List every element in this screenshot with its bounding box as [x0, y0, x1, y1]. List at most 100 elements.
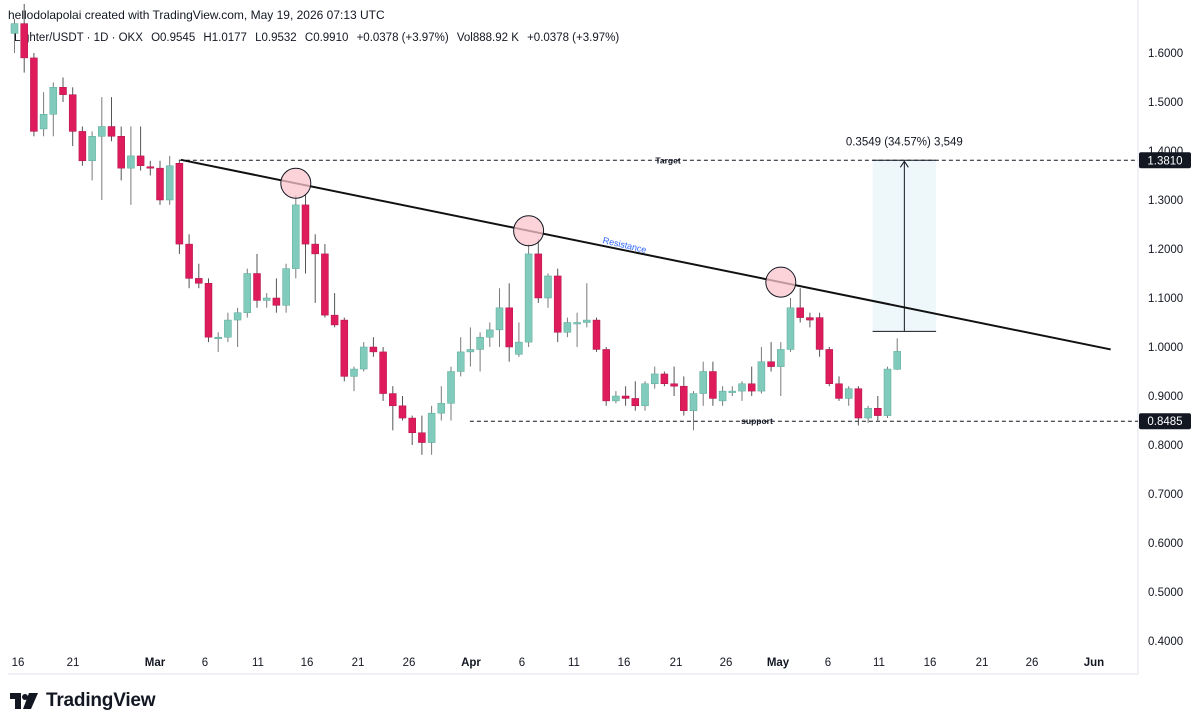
candle-up[interactable] [524, 253, 533, 343]
candle-up[interactable] [88, 136, 96, 162]
candle-up[interactable] [10, 23, 19, 34]
trendline-touch-marker[interactable] [280, 167, 312, 199]
candle-up[interactable] [437, 403, 446, 414]
symbol-label[interactable]: Lighter/USDT · 1D · OKX [14, 32, 143, 44]
candle-up[interactable] [486, 329, 494, 338]
candle-down[interactable] [796, 307, 804, 318]
candle-up[interactable] [233, 312, 242, 321]
candle-down[interactable] [68, 94, 77, 132]
candle-up[interactable] [214, 336, 222, 339]
candle-down[interactable] [59, 87, 67, 95]
candle-down[interactable] [670, 383, 678, 387]
candle-down[interactable] [418, 432, 426, 443]
candle-down[interactable] [505, 307, 513, 348]
candle-up[interactable] [718, 390, 727, 402]
candle-up[interactable] [612, 395, 620, 402]
candle-down[interactable] [30, 57, 38, 132]
candle-down[interactable] [272, 297, 281, 306]
candle-down[interactable] [602, 349, 610, 402]
candle-up[interactable] [883, 368, 892, 416]
candle-down[interactable] [253, 273, 261, 301]
candle-up[interactable] [456, 351, 465, 372]
candle-down[interactable] [767, 361, 775, 367]
candle-down[interactable] [592, 319, 601, 350]
candle-up[interactable] [292, 204, 300, 269]
candle-down[interactable] [175, 163, 184, 245]
candle-up[interactable] [224, 319, 232, 338]
candle-up[interactable] [738, 383, 746, 392]
candle-down[interactable] [709, 371, 717, 399]
candle-down[interactable] [117, 136, 125, 169]
candle-down[interactable] [874, 408, 882, 416]
candle-down[interactable] [621, 395, 630, 399]
candle-up[interactable] [466, 349, 475, 353]
candle-up[interactable] [689, 393, 698, 411]
candle-up[interactable] [650, 373, 659, 385]
price-tick-label: 0.9000 [1148, 391, 1183, 403]
candle-down[interactable] [398, 405, 407, 419]
candle-up[interactable] [350, 368, 358, 377]
candle-up[interactable] [127, 155, 135, 169]
candle-down[interactable] [311, 243, 319, 255]
candle-down[interactable] [185, 243, 193, 279]
candle-down[interactable] [204, 283, 213, 338]
candle-down[interactable] [815, 317, 824, 350]
candle-down[interactable] [747, 383, 756, 392]
tradingview-brand[interactable]: TradingView [10, 690, 156, 712]
candle-down[interactable] [107, 126, 116, 137]
candle-up[interactable] [728, 390, 737, 393]
candle-up[interactable] [49, 87, 58, 115]
candle-up[interactable] [262, 297, 271, 301]
candle-down[interactable] [136, 155, 145, 166]
candle-up[interactable] [641, 383, 649, 407]
candle-up[interactable] [563, 322, 572, 333]
trendline-touch-marker[interactable] [765, 266, 797, 298]
candle-down[interactable] [195, 278, 203, 284]
candle-down[interactable] [553, 275, 562, 333]
candle-up[interactable] [98, 126, 106, 137]
candle-down[interactable] [321, 253, 329, 316]
candle-down[interactable] [680, 385, 688, 411]
candle-down[interactable] [146, 166, 155, 169]
candle-up[interactable] [893, 351, 901, 370]
candle-up[interactable] [359, 346, 368, 370]
candle-up[interactable] [777, 349, 785, 367]
candle-up[interactable] [583, 319, 591, 323]
candle-up[interactable] [786, 307, 795, 350]
candle-down[interactable] [660, 373, 669, 385]
candle-up[interactable] [447, 371, 455, 404]
candle-down[interactable] [78, 131, 87, 162]
candle-up[interactable] [476, 336, 484, 350]
candle-down[interactable] [369, 346, 378, 353]
candle-up[interactable] [573, 322, 581, 325]
candle-up[interactable] [544, 275, 552, 299]
candle-down[interactable] [806, 317, 814, 321]
candle-up[interactable] [165, 165, 174, 201]
candle-up[interactable] [864, 408, 872, 419]
candle-up[interactable] [243, 273, 252, 313]
resistance-trendline[interactable] [180, 158, 1111, 351]
candle-down[interactable] [340, 319, 349, 377]
candle-down[interactable] [156, 167, 164, 201]
candle-down[interactable] [835, 383, 843, 399]
candle-down[interactable] [330, 314, 339, 326]
candle-down[interactable] [389, 393, 397, 407]
candle-down[interactable] [825, 349, 834, 385]
candle-up[interactable] [515, 341, 523, 355]
candle-down[interactable] [408, 417, 416, 433]
trendline-touch-marker[interactable] [513, 215, 545, 247]
candle-down[interactable] [20, 23, 28, 59]
candle-up[interactable] [39, 114, 48, 130]
candle-up[interactable] [495, 307, 504, 331]
candle-up[interactable] [427, 412, 436, 443]
candle-up[interactable] [282, 268, 290, 306]
candle-down[interactable] [301, 204, 310, 245]
candle-down[interactable] [534, 253, 543, 299]
candle-up[interactable] [699, 371, 707, 394]
candle-down[interactable] [379, 351, 387, 394]
candle-down[interactable] [854, 388, 863, 419]
candle-up[interactable] [757, 361, 766, 392]
candle-up[interactable] [844, 388, 853, 399]
candle-down[interactable] [631, 398, 640, 407]
